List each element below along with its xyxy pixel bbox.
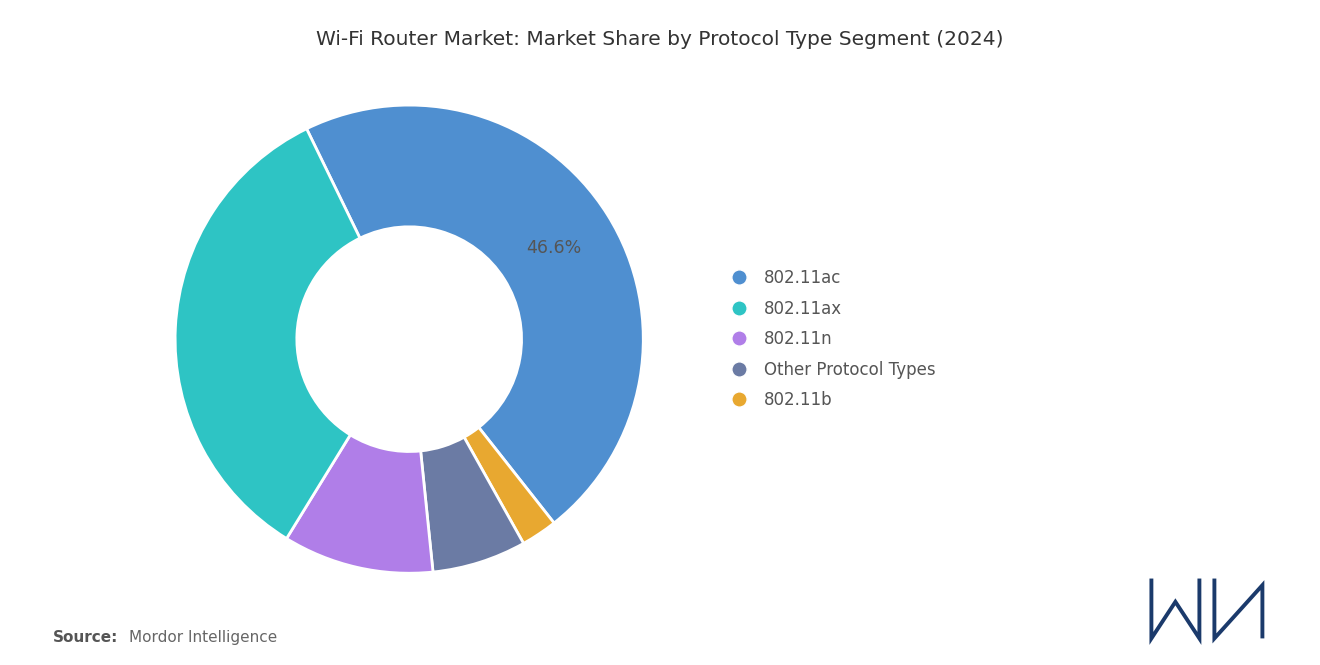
Wedge shape bbox=[465, 428, 554, 543]
Wedge shape bbox=[306, 105, 643, 523]
Text: Source:: Source: bbox=[53, 630, 119, 645]
Text: Wi-Fi Router Market: Market Share by Protocol Type Segment (2024): Wi-Fi Router Market: Market Share by Pro… bbox=[317, 30, 1003, 49]
Text: 46.6%: 46.6% bbox=[527, 239, 582, 257]
Wedge shape bbox=[421, 437, 524, 572]
Wedge shape bbox=[176, 129, 360, 539]
Legend: 802.11ac, 802.11ax, 802.11n, Other Protocol Types, 802.11b: 802.11ac, 802.11ax, 802.11n, Other Proto… bbox=[722, 269, 935, 409]
Text: Mordor Intelligence: Mordor Intelligence bbox=[129, 630, 277, 645]
Wedge shape bbox=[286, 435, 433, 573]
